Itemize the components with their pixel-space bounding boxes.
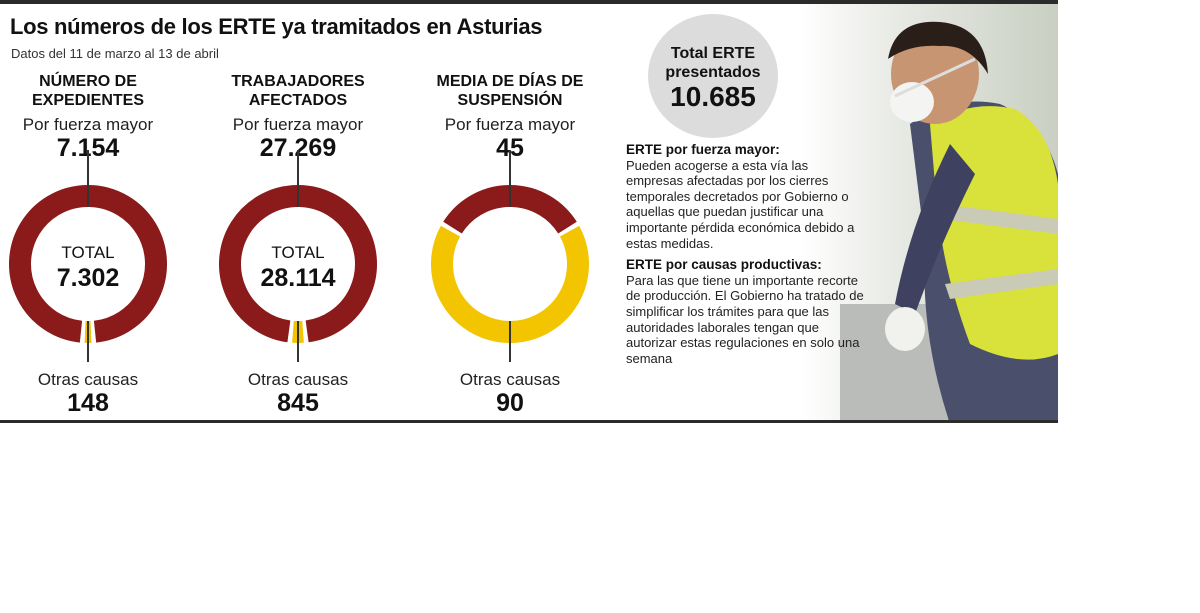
category-label: Por fuerza mayor	[232, 115, 364, 134]
total-label: TOTAL	[271, 243, 324, 262]
chart-heading: NÚMERO DE EXPEDIENTES	[31, 73, 145, 109]
chart-dias: MEDIA DE DÍAS DE SUSPENSIÓN Por fuerza m…	[410, 72, 610, 161]
chart-heading: MEDIA DE DÍAS DE SUSPENSIÓN	[436, 73, 584, 109]
category-label: Por fuerza mayor	[444, 115, 576, 134]
value-label: 90	[496, 389, 524, 417]
chart-title: Los números de los ERTE ya tramitados en…	[10, 14, 543, 39]
badge-label: Total ERTE presentados	[665, 45, 761, 81]
total-badge: Total ERTE presentados 10.685	[648, 14, 778, 138]
total-value: 7.302	[57, 264, 120, 292]
infographic: Los números de los ERTE ya tramitados en…	[0, 0, 1058, 423]
badge-value: 10.685	[670, 81, 756, 112]
category-label: Por fuerza mayor	[22, 115, 154, 134]
chart-expedientes: NÚMERO DE EXPEDIENTES Por fuerza mayor 7…	[0, 72, 188, 161]
total-value: 28.114	[260, 264, 335, 292]
chart-heading: TRABAJADORES AFECTADOS	[231, 73, 365, 109]
note-text: Pueden acogerse a esta vía las empresas …	[626, 157, 855, 251]
chart-trabajadores: TRABAJADORES AFECTADOS Por fuerza mayor …	[198, 72, 398, 161]
other-causes-block: Otras causas 845	[198, 370, 398, 416]
chart-subtitle: Datos del 11 de marzo al 13 de abril	[11, 46, 219, 61]
value-label: 148	[67, 389, 109, 417]
note-heading: ERTE por causas productivas:	[626, 257, 822, 273]
category-label: Otras causas	[247, 370, 349, 389]
note-text: Para las que tiene un importante recorte…	[626, 272, 864, 366]
slice-otras-causas	[431, 225, 589, 343]
worker-photo	[800, 4, 1058, 420]
donut-charts: TOTAL 7.302 TOTAL 28.114	[9, 150, 589, 362]
value-label: 845	[277, 389, 319, 417]
notes: ERTE por fuerza mayor: Pueden acogerse a…	[626, 142, 866, 366]
total-label: TOTAL	[61, 243, 114, 262]
other-causes-block: Otras causas 90	[410, 370, 610, 416]
note-heading: ERTE por fuerza mayor:	[626, 142, 780, 157]
category-label: Otras causas	[459, 370, 561, 389]
other-causes-block: Otras causas 148	[0, 370, 188, 416]
category-label: Otras causas	[37, 370, 139, 389]
